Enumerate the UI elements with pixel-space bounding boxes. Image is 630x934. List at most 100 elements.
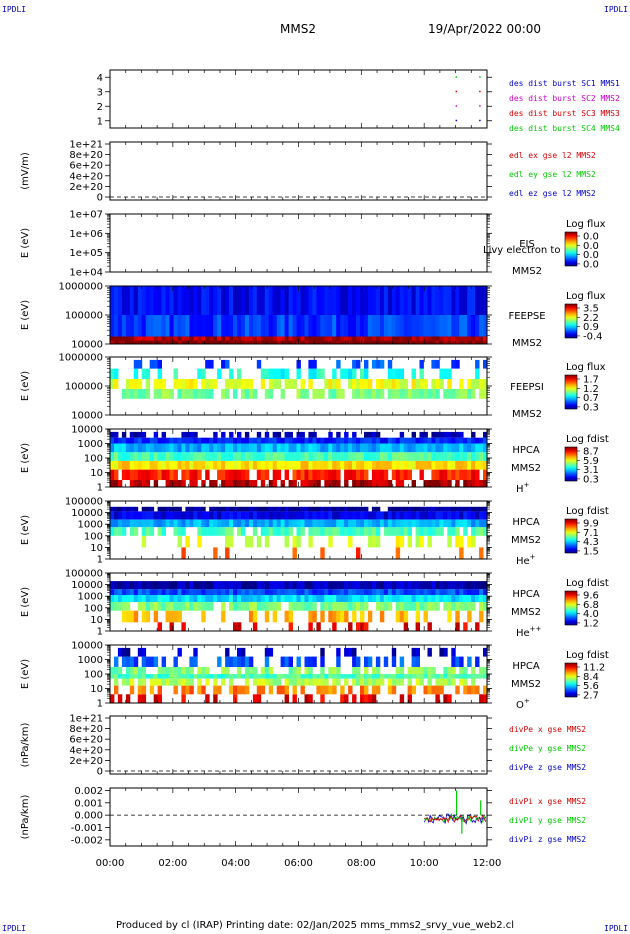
- heatmap-cell: [193, 506, 198, 512]
- heatmap-cell: [336, 336, 341, 341]
- heatmap-cell: [145, 469, 151, 480]
- heatmap-cell: [467, 589, 472, 595]
- heatmap-cell: [161, 589, 166, 595]
- heatmap-cell: [225, 667, 230, 674]
- heatmap-cell: [320, 678, 325, 686]
- heatmap-cell: [197, 581, 202, 590]
- heatmap-cell: [308, 286, 313, 315]
- heatmap-cell: [459, 535, 464, 548]
- heatmap-cell: [367, 589, 373, 595]
- heatmap-cell: [364, 602, 369, 611]
- heatmap-cell: [264, 667, 270, 674]
- heatmap-cell: [308, 460, 313, 470]
- heatmap-cell: [197, 286, 202, 315]
- heatmap-cell: [110, 519, 115, 528]
- heatmap-cell: [157, 443, 162, 453]
- heatmap-cell: [427, 667, 432, 674]
- heatmap-cell: [201, 610, 206, 623]
- heatmap-cell: [213, 581, 218, 590]
- heatmap-cell: [114, 602, 119, 611]
- heatmap-cell: [443, 315, 448, 337]
- heatmap-cell: [371, 388, 377, 399]
- heatmap-cell: [463, 452, 468, 461]
- heatmap-cell: [336, 610, 341, 623]
- heatmap-cell: [479, 694, 484, 703]
- heatmap-cell: [145, 581, 151, 590]
- heatmap-cell: [237, 431, 242, 438]
- y-tick-label: 2e+20: [69, 756, 103, 767]
- heatmap-cell: [399, 589, 405, 595]
- heatmap-cell: [129, 315, 135, 337]
- heatmap-cell: [471, 480, 476, 487]
- heatmap-cell: [233, 469, 238, 480]
- y-axis-label: E (eV): [20, 443, 31, 473]
- heatmap-cell: [479, 388, 484, 399]
- heatmap-cell: [431, 443, 436, 453]
- heatmap-cell: [197, 595, 202, 602]
- heatmap-cell: [328, 535, 333, 548]
- heatmap-cell: [117, 647, 123, 657]
- legend-entry: edl ey gse l2 MMS2: [509, 170, 596, 179]
- heatmap-cell: [387, 685, 393, 695]
- heatmap-cell: [328, 286, 333, 315]
- heatmap-cell: [447, 678, 452, 686]
- heatmap-cell: [371, 443, 377, 453]
- heatmap-cell: [248, 437, 254, 444]
- heatmap-cell: [280, 506, 285, 512]
- y-tick-label: 1: [97, 699, 103, 710]
- heatmap-cell: [292, 286, 297, 315]
- panel-hpca-he-: [105, 500, 580, 560]
- heatmap-cell: [300, 315, 305, 337]
- heatmap-cell: [371, 678, 377, 686]
- heatmap-cell: [411, 595, 416, 602]
- heatmap-cell: [399, 368, 405, 379]
- heatmap-cell: [344, 286, 349, 315]
- panel-divpe: [105, 715, 492, 775]
- heatmap-cell: [121, 431, 127, 438]
- heatmap-cell: [225, 340, 230, 344]
- heatmap-cell: [320, 656, 325, 667]
- heatmap-cell: [308, 656, 313, 667]
- heatmap-cell: [268, 460, 274, 470]
- heatmap-cell: [312, 340, 317, 344]
- heatmap-cell: [217, 595, 222, 602]
- heatmap-cell: [229, 336, 234, 341]
- heatmap-cell: [256, 506, 262, 512]
- heatmap-cell: [145, 511, 151, 520]
- heatmap-cell: [276, 595, 282, 602]
- heatmap-cell: [435, 336, 440, 341]
- heatmap-cell: [407, 452, 412, 461]
- heatmap-cell: [189, 286, 194, 315]
- heatmap-cell: [324, 443, 329, 453]
- heatmap-cell: [165, 678, 170, 686]
- heatmap-cell: [364, 519, 369, 528]
- heatmap-cell: [149, 589, 155, 595]
- heatmap-cell: [371, 437, 377, 444]
- heatmap-cell: [173, 286, 178, 315]
- heatmap-cell: [463, 685, 468, 695]
- heatmap-cell: [467, 388, 472, 399]
- heatmap-cell: [197, 340, 202, 344]
- heatmap-cell: [296, 286, 301, 315]
- heatmap-cell: [340, 315, 345, 337]
- heatmap-cell: [237, 519, 242, 528]
- heatmap-cell: [360, 506, 365, 512]
- x-tick-label: 02:00: [158, 858, 187, 869]
- heatmap-cell: [149, 527, 155, 536]
- heatmap-cell: [185, 581, 190, 590]
- heatmap-cell: [169, 443, 174, 453]
- heatmap-cell: [233, 685, 238, 695]
- heatmap-cell: [177, 519, 182, 528]
- heatmap-cell: [117, 340, 123, 344]
- heatmap-cell: [221, 595, 226, 602]
- heatmap-cell: [463, 674, 468, 679]
- heatmap-cell: [292, 506, 297, 512]
- heatmap-cell: [447, 602, 452, 611]
- heatmap-cell: [415, 443, 420, 453]
- heatmap-cell: [244, 581, 250, 590]
- heatmap-cell: [475, 685, 480, 695]
- heatmap-cell: [114, 480, 119, 487]
- heatmap-cell: [205, 437, 210, 444]
- heatmap-cell: [157, 527, 162, 536]
- heatmap-cell: [121, 460, 127, 470]
